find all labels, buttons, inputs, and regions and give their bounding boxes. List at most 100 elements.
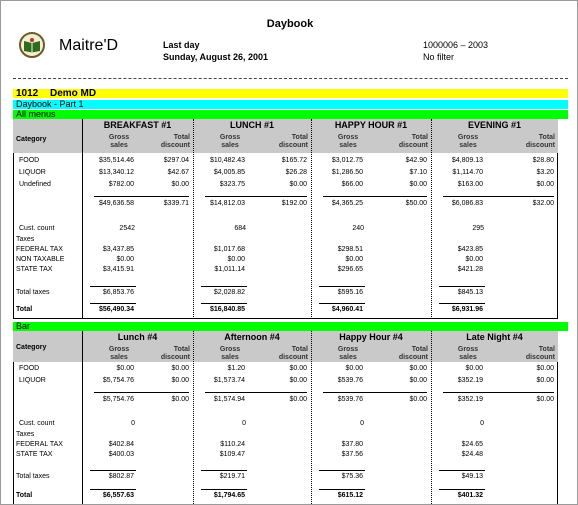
total-taxes-value: $802.87 xyxy=(108,473,134,480)
subtotal-value-discount: $50.00 xyxy=(405,200,427,207)
tax-value: $402.84 xyxy=(108,441,134,448)
range-label: 1000006 – 2003 xyxy=(423,40,489,50)
total-rule xyxy=(201,303,247,304)
cust-count-value: 2542 xyxy=(119,225,135,232)
category-value-gross: $0.00 xyxy=(116,365,134,372)
period-header: HAPPY HOUR #1 xyxy=(334,120,408,130)
category-value-gross: $10,482.43 xyxy=(209,157,245,164)
category-value-discount: $0.00 xyxy=(171,365,189,372)
cust-count-value: 684 xyxy=(234,225,246,232)
total-value: $401.32 xyxy=(457,492,483,499)
total-rule xyxy=(201,489,247,490)
total-label: Total xyxy=(16,492,33,499)
total-discount-header: Total xyxy=(173,134,190,141)
total-taxes-value: $219.71 xyxy=(219,473,245,480)
report-date: Sunday, August 26, 2001 xyxy=(163,52,269,62)
category-value-discount: $0.00 xyxy=(536,377,554,384)
category-value-gross: $13,340.12 xyxy=(98,169,134,176)
total-rule xyxy=(439,303,485,304)
subtotal-value-discount: $32.00 xyxy=(532,200,554,207)
gross-sales-header: Gross xyxy=(219,346,241,353)
taxes-label: Taxes xyxy=(16,236,35,243)
section-bar: Category Lunch #4 Gross sales Total discount A… xyxy=(13,331,558,504)
total-discount-header: discount xyxy=(525,142,555,149)
total-taxes-rule xyxy=(201,470,247,471)
cust-count-value: 0 xyxy=(131,420,135,427)
category-label: LIQUOR xyxy=(19,377,46,384)
column-separator xyxy=(431,331,432,504)
category-label: FOOD xyxy=(19,365,40,372)
category-value-discount: $0.00 xyxy=(171,181,189,188)
total-taxes-label: Total taxes xyxy=(16,473,50,480)
total-discount-header: Total xyxy=(411,134,428,141)
category-value-discount: $7.10 xyxy=(409,169,427,176)
tax-value: $37.56 xyxy=(341,451,363,458)
column-separator xyxy=(311,331,312,504)
total-rule xyxy=(90,489,136,490)
category-value-discount: $26.28 xyxy=(285,169,307,176)
tax-value: $37.80 xyxy=(341,441,363,448)
category-value-gross: $1.20 xyxy=(227,365,245,372)
cust-count-value: 0 xyxy=(480,420,484,427)
category-value-gross: $35,514.46 xyxy=(98,157,134,164)
gross-sales-header: sales xyxy=(110,354,128,361)
subtotal-rule xyxy=(323,392,427,393)
total-taxes-value: $49.13 xyxy=(461,473,483,480)
subtotal-value-gross: $1,574.94 xyxy=(213,396,245,403)
total-discount-header: discount xyxy=(278,142,308,149)
section-all-menus: Category BREAKFAST #1 Gross sales Total disco… xyxy=(13,119,558,319)
category-value-gross: $4,005.85 xyxy=(213,169,245,176)
total-taxes-rule xyxy=(90,286,136,287)
column-header-band xyxy=(13,119,558,153)
category-value-discount: $0.00 xyxy=(536,181,554,188)
tax-value: $296.65 xyxy=(337,266,363,273)
total-taxes-rule xyxy=(90,470,136,471)
category-value-discount: $165.72 xyxy=(281,157,307,164)
total-taxes-rule xyxy=(319,286,365,287)
tax-name: FEDERAL TAX xyxy=(16,246,63,253)
total-discount-header: discount xyxy=(160,142,190,149)
subtotal-value-gross: $6,086.83 xyxy=(451,200,483,207)
gross-sales-header: sales xyxy=(459,142,477,149)
filter-label: No filter xyxy=(423,52,455,62)
total-rule xyxy=(90,303,136,304)
total-discount-header: Total xyxy=(173,346,190,353)
subtotal-value-discount: $0.00 xyxy=(409,396,427,403)
tax-name: NON TAXABLE xyxy=(16,256,65,263)
category-value-gross: $1,286.50 xyxy=(331,169,363,176)
total-value: $615.12 xyxy=(337,492,363,499)
subtotal-rule xyxy=(94,392,189,393)
category-value-gross: $3,012.75 xyxy=(331,157,363,164)
subtotal-value-discount: $339.71 xyxy=(163,200,189,207)
subtotal-rule xyxy=(205,392,307,393)
subtotal-value-gross: $14,812.03 xyxy=(209,200,245,207)
gross-sales-header: Gross xyxy=(337,346,359,353)
category-value-discount: $28.80 xyxy=(532,157,554,164)
menu-band-all: All menus xyxy=(13,110,568,119)
category-value-discount: $0.00 xyxy=(289,181,307,188)
total-value: $6,557.63 xyxy=(102,492,134,499)
tax-value: $0.00 xyxy=(227,256,245,263)
tax-value: $298.51 xyxy=(337,246,363,253)
tax-value: $24.65 xyxy=(461,441,483,448)
total-value: $1,794.65 xyxy=(213,492,245,499)
category-header: Category xyxy=(16,136,47,143)
cust-count-label: Cust. count xyxy=(19,420,55,427)
column-separator xyxy=(82,119,83,319)
tax-value: $1,017.68 xyxy=(213,246,245,253)
category-value-gross: $163.00 xyxy=(457,181,483,188)
tax-name: STATE TAX xyxy=(16,266,53,273)
total-discount-header: Total xyxy=(411,346,428,353)
tax-value: $24.48 xyxy=(461,451,483,458)
subtotal-value-discount: $0.00 xyxy=(536,396,554,403)
subtotal-value-gross: $49,636.58 xyxy=(98,200,134,207)
period-header: EVENING #1 xyxy=(467,120,522,130)
total-taxes-value: $75.36 xyxy=(341,473,363,480)
gross-sales-header: sales xyxy=(110,142,128,149)
column-separator xyxy=(311,119,312,319)
gross-sales-header: Gross xyxy=(108,134,130,141)
total-rule xyxy=(439,489,485,490)
tax-name: STATE TAX xyxy=(16,451,53,458)
category-value-discount: $0.00 xyxy=(171,377,189,384)
